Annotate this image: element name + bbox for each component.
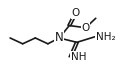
Text: O: O [71,8,80,18]
Text: NH: NH [71,52,86,62]
Text: N: N [55,31,64,44]
Text: O: O [82,23,90,33]
Text: NH₂: NH₂ [96,32,115,41]
